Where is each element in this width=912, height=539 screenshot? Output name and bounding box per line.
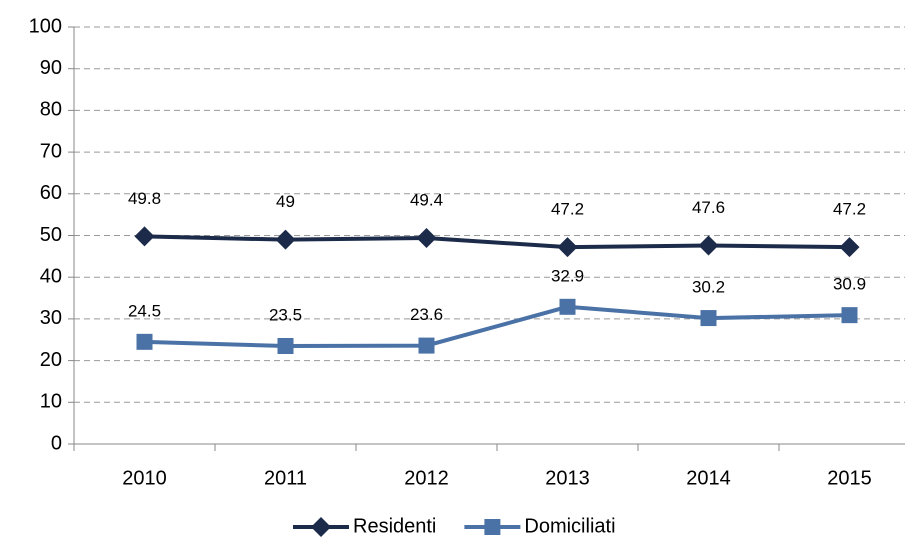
value-label: 47.2 — [833, 200, 866, 219]
y-tick-label: 50 — [40, 224, 62, 246]
value-label: 49.8 — [128, 189, 161, 208]
x-tick-label: 2013 — [545, 467, 590, 489]
y-tick-label: 100 — [29, 15, 62, 37]
y-tick-label: 20 — [40, 349, 62, 371]
y-tick-label: 40 — [40, 265, 62, 287]
x-tick-label: 2015 — [827, 467, 872, 489]
x-tick-label: 2011 — [264, 467, 307, 489]
y-tick-label: 60 — [40, 182, 62, 204]
value-label: 32.9 — [551, 266, 584, 285]
point — [136, 333, 153, 350]
value-label: 49.4 — [410, 190, 443, 209]
x-tick-label: 2014 — [686, 467, 731, 489]
legend-marker — [311, 517, 331, 537]
y-tick-label: 70 — [40, 140, 62, 162]
y-tick-label: 0 — [51, 432, 62, 454]
point — [698, 235, 719, 256]
value-label: 23.6 — [410, 305, 443, 324]
y-tick-label: 10 — [40, 391, 62, 413]
point — [275, 229, 296, 250]
y-tick-label: 90 — [40, 57, 62, 79]
series-line — [144, 234, 850, 250]
point — [416, 228, 437, 249]
point — [559, 298, 576, 315]
x-tick-label: 2010 — [122, 467, 167, 489]
y-tick-label: 80 — [40, 99, 62, 121]
y-tick-label: 30 — [40, 307, 62, 329]
value-label: 24.5 — [128, 301, 161, 320]
value-label: 47.2 — [551, 200, 584, 219]
point — [700, 310, 717, 327]
legend-label: Domiciliati — [524, 515, 615, 537]
value-label: 30.2 — [692, 278, 725, 297]
point — [839, 237, 860, 258]
point — [134, 226, 155, 247]
value-label: 49 — [276, 192, 295, 211]
value-label: 23.5 — [269, 305, 302, 324]
point — [277, 338, 294, 355]
point — [841, 307, 858, 324]
legend-marker — [484, 519, 501, 535]
x-tick-label: 2012 — [404, 467, 449, 489]
point — [418, 337, 435, 354]
legend-label: Residenti — [353, 515, 436, 537]
value-label: 47.6 — [692, 198, 725, 217]
point — [557, 237, 578, 258]
value-label: 30.9 — [833, 275, 866, 294]
series-line — [144, 304, 850, 349]
